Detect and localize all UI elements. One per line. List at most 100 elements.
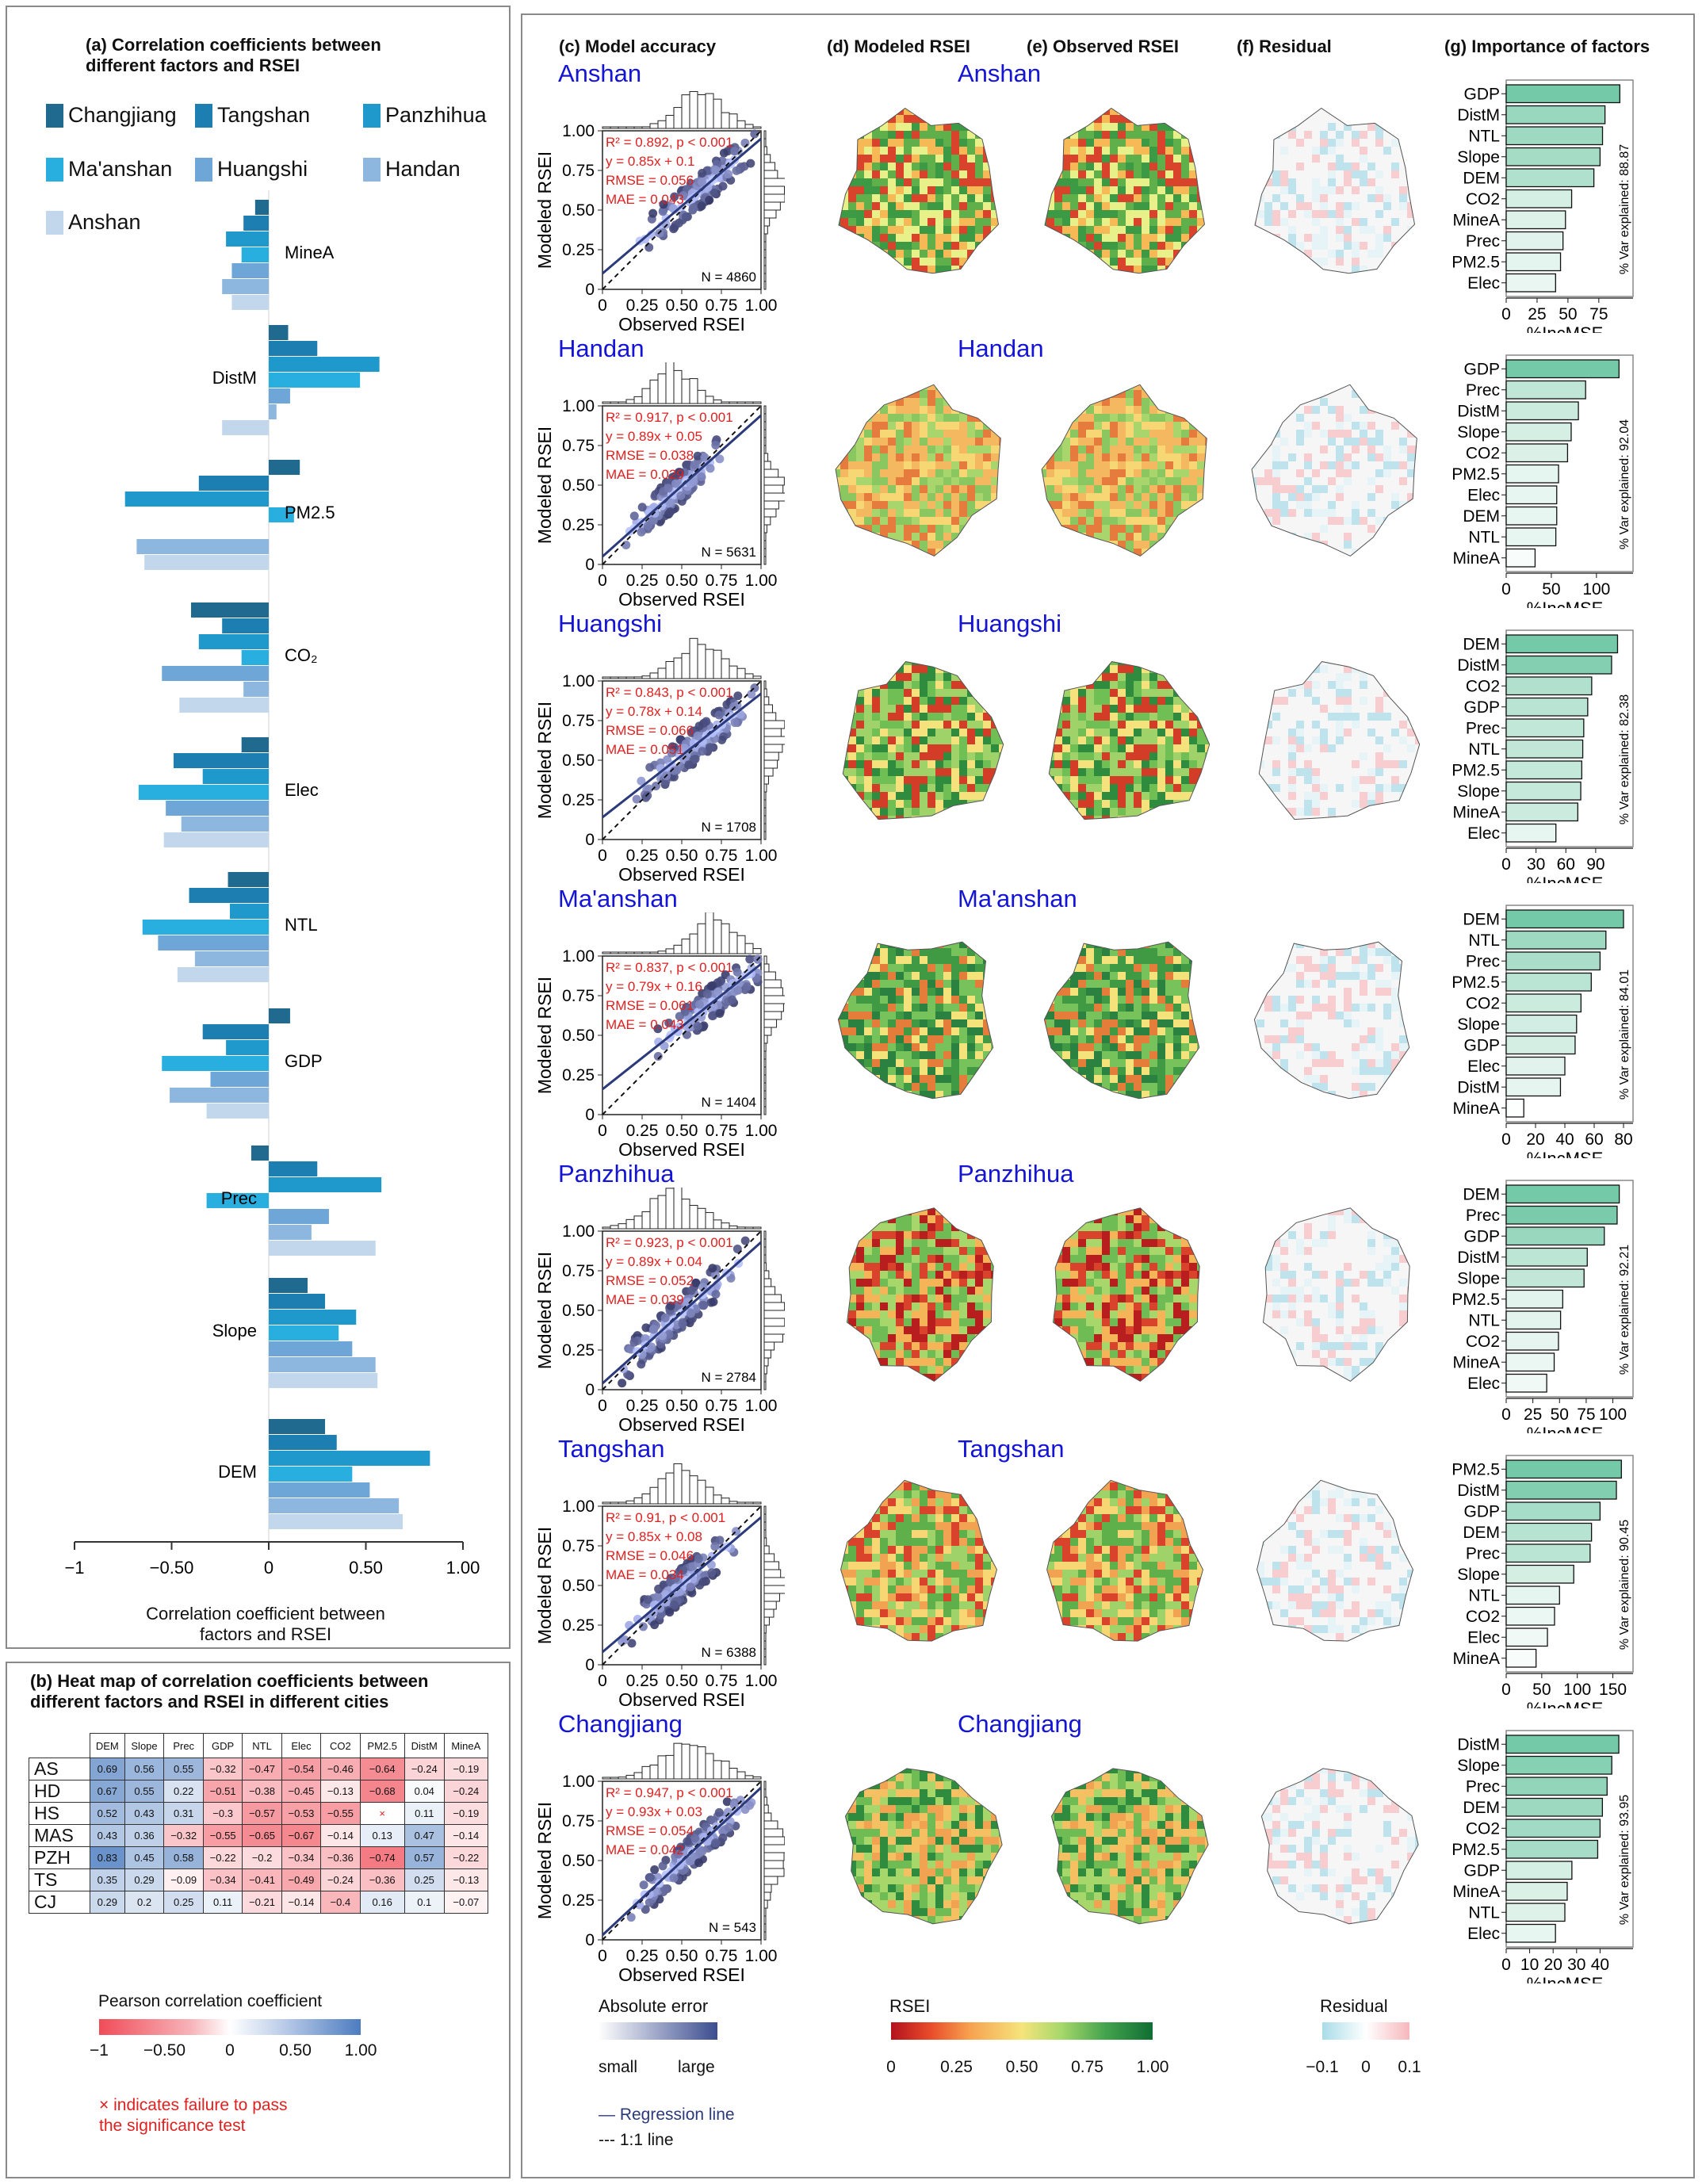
- map-pixel: [1205, 281, 1213, 289]
- map-pixel: [888, 541, 896, 549]
- map-pixel: [1213, 131, 1221, 139]
- map-pixel: [1149, 115, 1157, 123]
- map-pixel: [1142, 108, 1149, 115]
- map-pixel: [1407, 477, 1415, 485]
- map-pixel: [975, 374, 983, 382]
- map-pixel: [1007, 422, 1015, 430]
- map-pixel: [1391, 258, 1399, 266]
- map-pixel: [1126, 186, 1134, 194]
- map-pixel: [904, 242, 912, 250]
- map-pixel: [848, 273, 856, 281]
- map-pixel: [888, 147, 896, 155]
- map-pixel: [1189, 517, 1197, 525]
- map-pixel: [1110, 108, 1118, 115]
- heatmap-cell: −0.47: [242, 1758, 282, 1780]
- map-pixel: [880, 139, 888, 147]
- factor-label-CO₂: CO₂: [285, 645, 318, 665]
- map-pixel: [1328, 398, 1336, 406]
- scatter-point: [705, 195, 714, 205]
- map-pixel: [1181, 406, 1189, 414]
- map-pixel: [927, 398, 935, 406]
- map-pixel: [824, 784, 832, 792]
- map-pixel: [935, 123, 943, 131]
- map-pixel: [991, 549, 999, 557]
- map-pixel: [1031, 422, 1038, 430]
- map-pixel: [1256, 123, 1264, 131]
- map-pixel: [1142, 139, 1149, 147]
- map-pixel: [1423, 115, 1431, 123]
- heatmap-cell: −0.24: [404, 1758, 445, 1780]
- map-pixels: [1252, 384, 1417, 557]
- map-pixel: [836, 541, 840, 549]
- map-pixel: [1078, 147, 1086, 155]
- map-pixel: [1086, 108, 1094, 115]
- map-pixel: [1320, 509, 1328, 517]
- map-pixel: [1288, 414, 1296, 422]
- top-histogram-bar: [641, 388, 651, 404]
- map-pixel: [951, 108, 959, 115]
- legend-item-2: Panzhihua: [363, 103, 487, 128]
- map-pixel: [983, 186, 991, 194]
- map-pixel: [943, 131, 951, 139]
- map-pixel: [1367, 186, 1375, 194]
- bar-NTL-Huangshi: [158, 935, 269, 950]
- map-pixel: [1399, 266, 1407, 273]
- map-pixel: [880, 218, 888, 226]
- map-pixel: [1415, 226, 1423, 234]
- map-pixel: [1007, 461, 1015, 469]
- map-pixel: [1110, 422, 1118, 430]
- map-pixel: [1118, 258, 1126, 266]
- map-pixel: [880, 673, 888, 681]
- map-pixel: [1046, 123, 1054, 131]
- map-pixel: [1094, 178, 1102, 186]
- map-pixel: [848, 186, 856, 194]
- map-pixel: [880, 242, 888, 250]
- bar-NTL-Ma'anshan: [142, 920, 269, 935]
- map-pixel: [840, 557, 848, 564]
- map-pixel: [1110, 242, 1118, 250]
- map-pixel: [1118, 509, 1126, 517]
- map-pixel: [840, 406, 848, 414]
- heatmap-cell: 0.52: [90, 1802, 125, 1825]
- map-pixel: [1197, 242, 1205, 250]
- map-pixel: [888, 234, 896, 242]
- map-pixel: [1312, 266, 1320, 273]
- map-pixel: [943, 525, 951, 533]
- map-pixel: [856, 123, 864, 131]
- map-pixel: [1042, 414, 1046, 422]
- map-pixel: [896, 557, 904, 564]
- map-pixel: [872, 186, 880, 194]
- map-pixel: [880, 453, 888, 461]
- map-pixel: [1255, 178, 1256, 186]
- map-pixel: [1142, 170, 1149, 178]
- map-pixel: [1255, 147, 1256, 155]
- map-pixel: [856, 194, 864, 202]
- map-pixel: [1328, 115, 1336, 123]
- map-pixel: [1391, 115, 1399, 123]
- top-histogram-bar: [736, 401, 746, 404]
- map-pixel: [864, 194, 872, 202]
- map-pixel: [1344, 115, 1352, 123]
- map-pixel: [1045, 250, 1046, 258]
- map-pixel: [1205, 533, 1207, 541]
- map-pixel: [864, 422, 872, 430]
- map-pixel: [1272, 289, 1280, 297]
- legend-label: Panzhihua: [385, 103, 487, 127]
- scatter-point: [711, 166, 721, 175]
- map-pixel: [1149, 155, 1157, 163]
- map-pixel: [975, 549, 983, 557]
- right-histogram-bar: [763, 469, 779, 478]
- map-pixel: [1173, 250, 1181, 258]
- map-pixels: [839, 108, 1007, 281]
- map-pixel: [1173, 430, 1181, 438]
- map-pixel: [1062, 557, 1070, 564]
- map-pixel: [1415, 99, 1423, 107]
- map-pixel: [1197, 517, 1205, 525]
- map-pixel: [999, 218, 1007, 226]
- map-pixel: [840, 234, 848, 242]
- map-pixel: [864, 713, 872, 721]
- map-pixel: [991, 517, 999, 525]
- map-pixel: [1042, 493, 1046, 501]
- map-pixel: [1320, 242, 1328, 250]
- map-pixel: [872, 147, 880, 155]
